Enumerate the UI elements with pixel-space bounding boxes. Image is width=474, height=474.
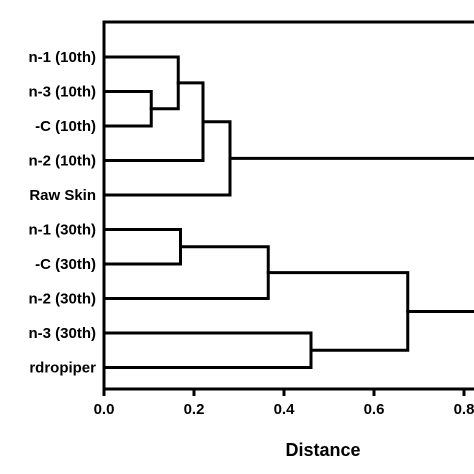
x-tick-label: 0.0 — [94, 401, 115, 418]
x-tick-label: 0.4 — [274, 401, 296, 418]
leaf-label: -C (10th) — [35, 118, 96, 135]
x-axis-ticks — [102, 389, 466, 396]
leaf-label: n-2 (30th) — [29, 291, 97, 308]
leaf-label: Raw Skin — [29, 187, 96, 204]
leaf-label: n-3 (10th) — [29, 84, 97, 101]
branches — [102, 55, 474, 369]
leaf-label: n-3 (30th) — [29, 325, 97, 342]
leaf-label: rdropiper — [29, 360, 96, 377]
branch-c1 — [102, 90, 153, 128]
leaf-label: n-2 (10th) — [29, 153, 97, 170]
plot-frame — [102, 20, 474, 391]
leaf-label: n-1 (10th) — [29, 49, 97, 66]
x-tick-label: 0.2 — [184, 401, 205, 418]
leaf-labels: n-1 (10th) n-3 (10th) -C (10th) n-2 (10th) R… — [29, 49, 97, 377]
branch-c4 — [102, 120, 232, 197]
leaf-label: -C (30th) — [35, 256, 96, 273]
branch-c2 — [102, 55, 180, 111]
branch-c8 — [266, 271, 410, 352]
leaf-label: n-1 (30th) — [29, 222, 97, 239]
branch-c9 — [228, 156, 474, 313]
branch-c7 — [102, 331, 313, 369]
branch-c3 — [102, 81, 205, 162]
x-axis-tick-labels: 0.0 0.2 0.4 0.6 0.8 — [94, 401, 474, 418]
branch-c6 — [102, 245, 270, 300]
x-tick-label: 0.6 — [364, 401, 385, 418]
x-axis-title: Distance — [285, 440, 360, 460]
branch-c5 — [102, 228, 182, 266]
x-tick-label: 0.8 — [454, 401, 474, 418]
